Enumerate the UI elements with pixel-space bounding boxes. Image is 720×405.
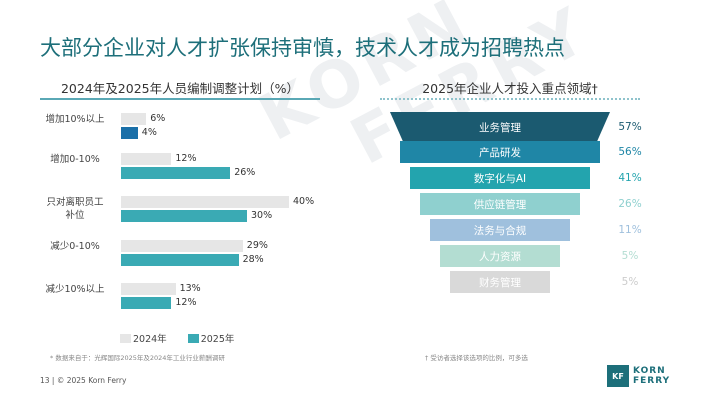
category-label: 减少10%以上	[45, 284, 105, 295]
category-label: 增加0-10%	[50, 154, 100, 165]
bar-2024年	[121, 240, 243, 252]
funnel-segment: 法务与合规	[430, 219, 570, 241]
left-footnote: * 数据来自于：光辉国际2025年及2024年工业行业薪酬调研	[50, 354, 225, 362]
bar-2025年	[121, 297, 172, 309]
korn-ferry-logo: KF KORN FERRY	[607, 365, 670, 387]
funnel-segment: 产品研发	[400, 141, 600, 163]
legend-item-2024: 2024年	[120, 334, 167, 345]
left-chart-title: 2024年及2025年人员编制调整计划（%）	[40, 78, 320, 100]
funnel-value: 11%	[618, 223, 642, 236]
page-title: 大部分企业对人才扩张保持审慎，技术人才成为招聘热点	[40, 36, 565, 60]
legend-label-2024: 2024年	[133, 334, 167, 345]
bar-2025年	[121, 254, 239, 266]
data-label: 40%	[293, 196, 315, 207]
data-label: 12%	[175, 153, 197, 164]
funnel-segment: 业务管理	[390, 112, 610, 142]
data-label: 29%	[246, 240, 268, 251]
right-footnote: † 受访者选择该选项的比例，可多选	[425, 354, 528, 362]
logo-line-1: KORN	[633, 366, 666, 376]
category-label: 增加10%以上	[45, 114, 105, 125]
legend-label-2025: 2025年	[200, 334, 235, 345]
page-footer: 13 | © 2025 Korn Ferry	[40, 376, 127, 385]
logo-line-2: FERRY	[633, 376, 671, 386]
data-label: 4%	[141, 127, 157, 138]
legend-swatch-2024	[120, 334, 131, 343]
bar-2024年	[121, 196, 289, 208]
legend-swatch-2025	[187, 334, 199, 343]
funnel-value: 56%	[618, 145, 642, 158]
bar-2024年	[121, 283, 176, 295]
data-label: 6%	[150, 113, 166, 124]
bar-2024年	[121, 113, 147, 125]
data-label: 26%	[234, 167, 256, 178]
funnel-value: 5%	[621, 249, 639, 262]
funnel-segment: 供应链管理	[420, 193, 580, 215]
bar-2025年	[121, 167, 231, 179]
funnel-value: 5%	[621, 275, 639, 288]
right-chart-title: 2025年企业人才投入重点领域†	[380, 78, 640, 100]
bar-2024年	[121, 153, 172, 165]
funnel-value: 26%	[618, 197, 642, 210]
data-label: 28%	[242, 254, 264, 265]
funnel-value: 41%	[618, 171, 642, 184]
data-label: 30%	[251, 210, 273, 221]
legend-item-2025: 2025年	[187, 334, 235, 345]
category-label: 减少0-10%	[50, 241, 100, 252]
chart-legend: 2024年 2025年	[120, 331, 252, 345]
category-label: 只对离职员工补位	[46, 197, 104, 221]
data-label: 13%	[179, 283, 201, 294]
bar-2025年	[121, 210, 247, 222]
logo-mark-icon: KF	[607, 365, 629, 387]
funnel-segment: 财务管理	[450, 271, 550, 293]
logo-text: KORN FERRY	[633, 366, 670, 386]
data-label: 12%	[175, 297, 197, 308]
funnel-segment: 人力资源	[440, 245, 560, 267]
bar-2025年	[121, 127, 138, 139]
funnel-segment: 数字化与AI	[410, 167, 590, 189]
funnel-value: 57%	[618, 120, 642, 133]
